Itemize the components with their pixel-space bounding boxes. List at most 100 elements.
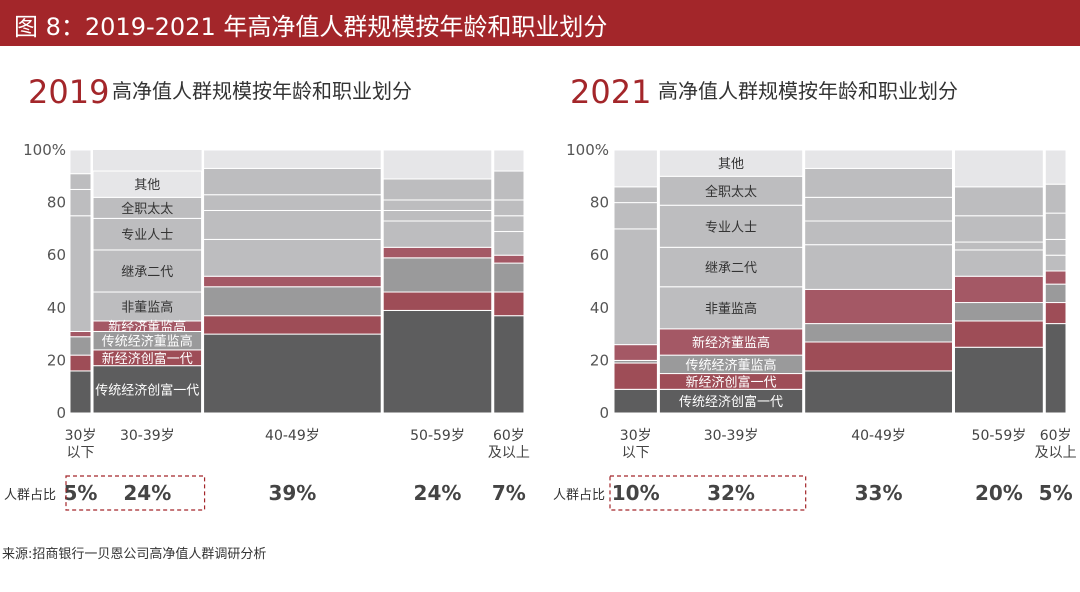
- mekko-segment: [69, 173, 92, 190]
- mekko-segment: [954, 215, 1044, 243]
- mekko-segment: [804, 341, 953, 372]
- series-label: 全职太太: [705, 184, 757, 200]
- mekko-segment: [804, 244, 953, 290]
- mekko-segment: [203, 333, 382, 414]
- x-category-label: 40-49岁: [851, 428, 906, 444]
- mekko-segment: [613, 149, 658, 188]
- share-value: 20%: [975, 481, 1023, 505]
- mekko-segment: [203, 238, 382, 277]
- mekko-segment: [69, 149, 92, 175]
- mekko-segment: [658, 204, 804, 248]
- mekko-segment: [92, 249, 203, 293]
- mekko-segment: [954, 320, 1044, 348]
- mekko-segment: [1044, 270, 1067, 285]
- mekko-segment: [1044, 238, 1067, 256]
- mekko-segment: [493, 170, 525, 201]
- mekko-segment: [954, 186, 1044, 217]
- mekko-segment: [203, 315, 382, 335]
- mekko-segment: [203, 194, 382, 211]
- mekko-segment: [1044, 323, 1067, 414]
- mekko-segment: [493, 291, 525, 317]
- share-value: 5%: [1039, 481, 1073, 505]
- mekko-segment: [954, 275, 1044, 304]
- series-label: 新经济董监高: [108, 319, 186, 335]
- y-tick-label: 100%: [23, 141, 66, 159]
- y-tick-label: 0: [599, 404, 609, 422]
- series-label: 传统经济董监高: [686, 357, 777, 373]
- mekko-segment: [69, 215, 92, 332]
- x-category-label: 以下: [622, 445, 650, 461]
- mekko-segment: [382, 149, 493, 180]
- y-tick-label: 40: [590, 299, 609, 317]
- mekko-segment: [493, 215, 525, 233]
- mekko-segment: [382, 209, 493, 222]
- mekko-segment: [69, 188, 92, 217]
- mekko-segment: [804, 196, 953, 222]
- y-tick-label: 0: [56, 404, 66, 422]
- mekko-segment: [658, 149, 804, 177]
- mekko-segment: [613, 228, 658, 346]
- mekko-segment: [804, 220, 953, 246]
- mekko-segment: [69, 330, 92, 338]
- x-category-label: 30岁: [620, 428, 652, 444]
- mekko-segment: [954, 302, 1044, 322]
- mekko-segment: [804, 288, 953, 325]
- share-value: 33%: [855, 481, 903, 505]
- x-category-label: 以下: [67, 445, 95, 461]
- mekko-segment: [493, 149, 525, 172]
- x-category-label: 30-39岁: [120, 428, 175, 444]
- y-tick-label: 40: [47, 299, 66, 317]
- mekko-segment: [92, 170, 203, 198]
- share-value: 10%: [612, 481, 660, 505]
- chart-title: 高净值人群规模按年龄和职业划分: [658, 79, 958, 103]
- series-label: 新经济创富一代: [102, 351, 193, 367]
- mekko-segment: [804, 370, 953, 414]
- mekko-segment: [658, 175, 804, 206]
- mekko-segment: [92, 365, 203, 414]
- page-title: 图 8：2019-2021 年高净值人群规模按年龄和职业划分: [14, 13, 608, 41]
- mekko-segment: [69, 370, 92, 414]
- mekko-segment: [1044, 183, 1067, 214]
- mekko-segment: [1044, 149, 1067, 185]
- share-value: 32%: [707, 481, 755, 505]
- mekko-segment: [1044, 302, 1067, 325]
- series-label: 新经济董监高: [692, 335, 770, 351]
- series-label: 全职太太: [121, 201, 173, 217]
- series-label: 继承二代: [705, 261, 757, 276]
- x-category-label: 60岁: [1040, 428, 1072, 444]
- series-label: 专业人士: [121, 228, 173, 243]
- header-bar: 图 8：2019-2021 年高净值人群规模按年龄和职业划分: [0, 0, 1080, 46]
- y-tick-label: 20: [590, 351, 609, 369]
- y-tick-label: 100%: [566, 141, 609, 159]
- mekko-segment: [92, 291, 203, 322]
- mekko-segment: [203, 209, 382, 240]
- mekko-segment: [954, 249, 1044, 277]
- mekko-segment: [382, 178, 493, 201]
- x-category-label: 及以上: [488, 445, 530, 461]
- x-category-label: 50-59岁: [410, 428, 465, 444]
- mekko-segment: [613, 186, 658, 204]
- series-label: 非董监高: [121, 299, 173, 315]
- mekko-segment: [613, 388, 658, 414]
- y-tick-label: 60: [47, 246, 66, 264]
- mekko-segment: [92, 217, 203, 251]
- series-label: 传统经济创富一代: [679, 394, 783, 410]
- mekko-segment: [954, 346, 1044, 414]
- mekko-segment: [382, 220, 493, 248]
- x-category-label: 50-59岁: [972, 428, 1027, 444]
- x-category-label: 30-39岁: [704, 428, 759, 444]
- share-value: 24%: [414, 481, 462, 505]
- mekko-segment: [382, 246, 493, 259]
- source-note: 来源:招商银行一贝恩公司高净值人群调研分析: [2, 547, 267, 562]
- mekko-segment: [69, 354, 92, 372]
- mekko-segment: [69, 336, 92, 356]
- series-label: 新经济创富一代: [686, 374, 777, 390]
- mekko-segment: [613, 344, 658, 361]
- x-category-label: 30岁: [65, 428, 97, 444]
- series-label: 其他: [134, 178, 160, 193]
- mekko-segment: [954, 149, 1044, 188]
- y-tick-label: 60: [590, 246, 609, 264]
- charts-canvas: 2019 高净值人群规模按年龄和职业划分020406080100%30岁以下5%3…: [4, 73, 1077, 511]
- mekko-segment: [203, 286, 382, 317]
- mekko-segment: [382, 199, 493, 211]
